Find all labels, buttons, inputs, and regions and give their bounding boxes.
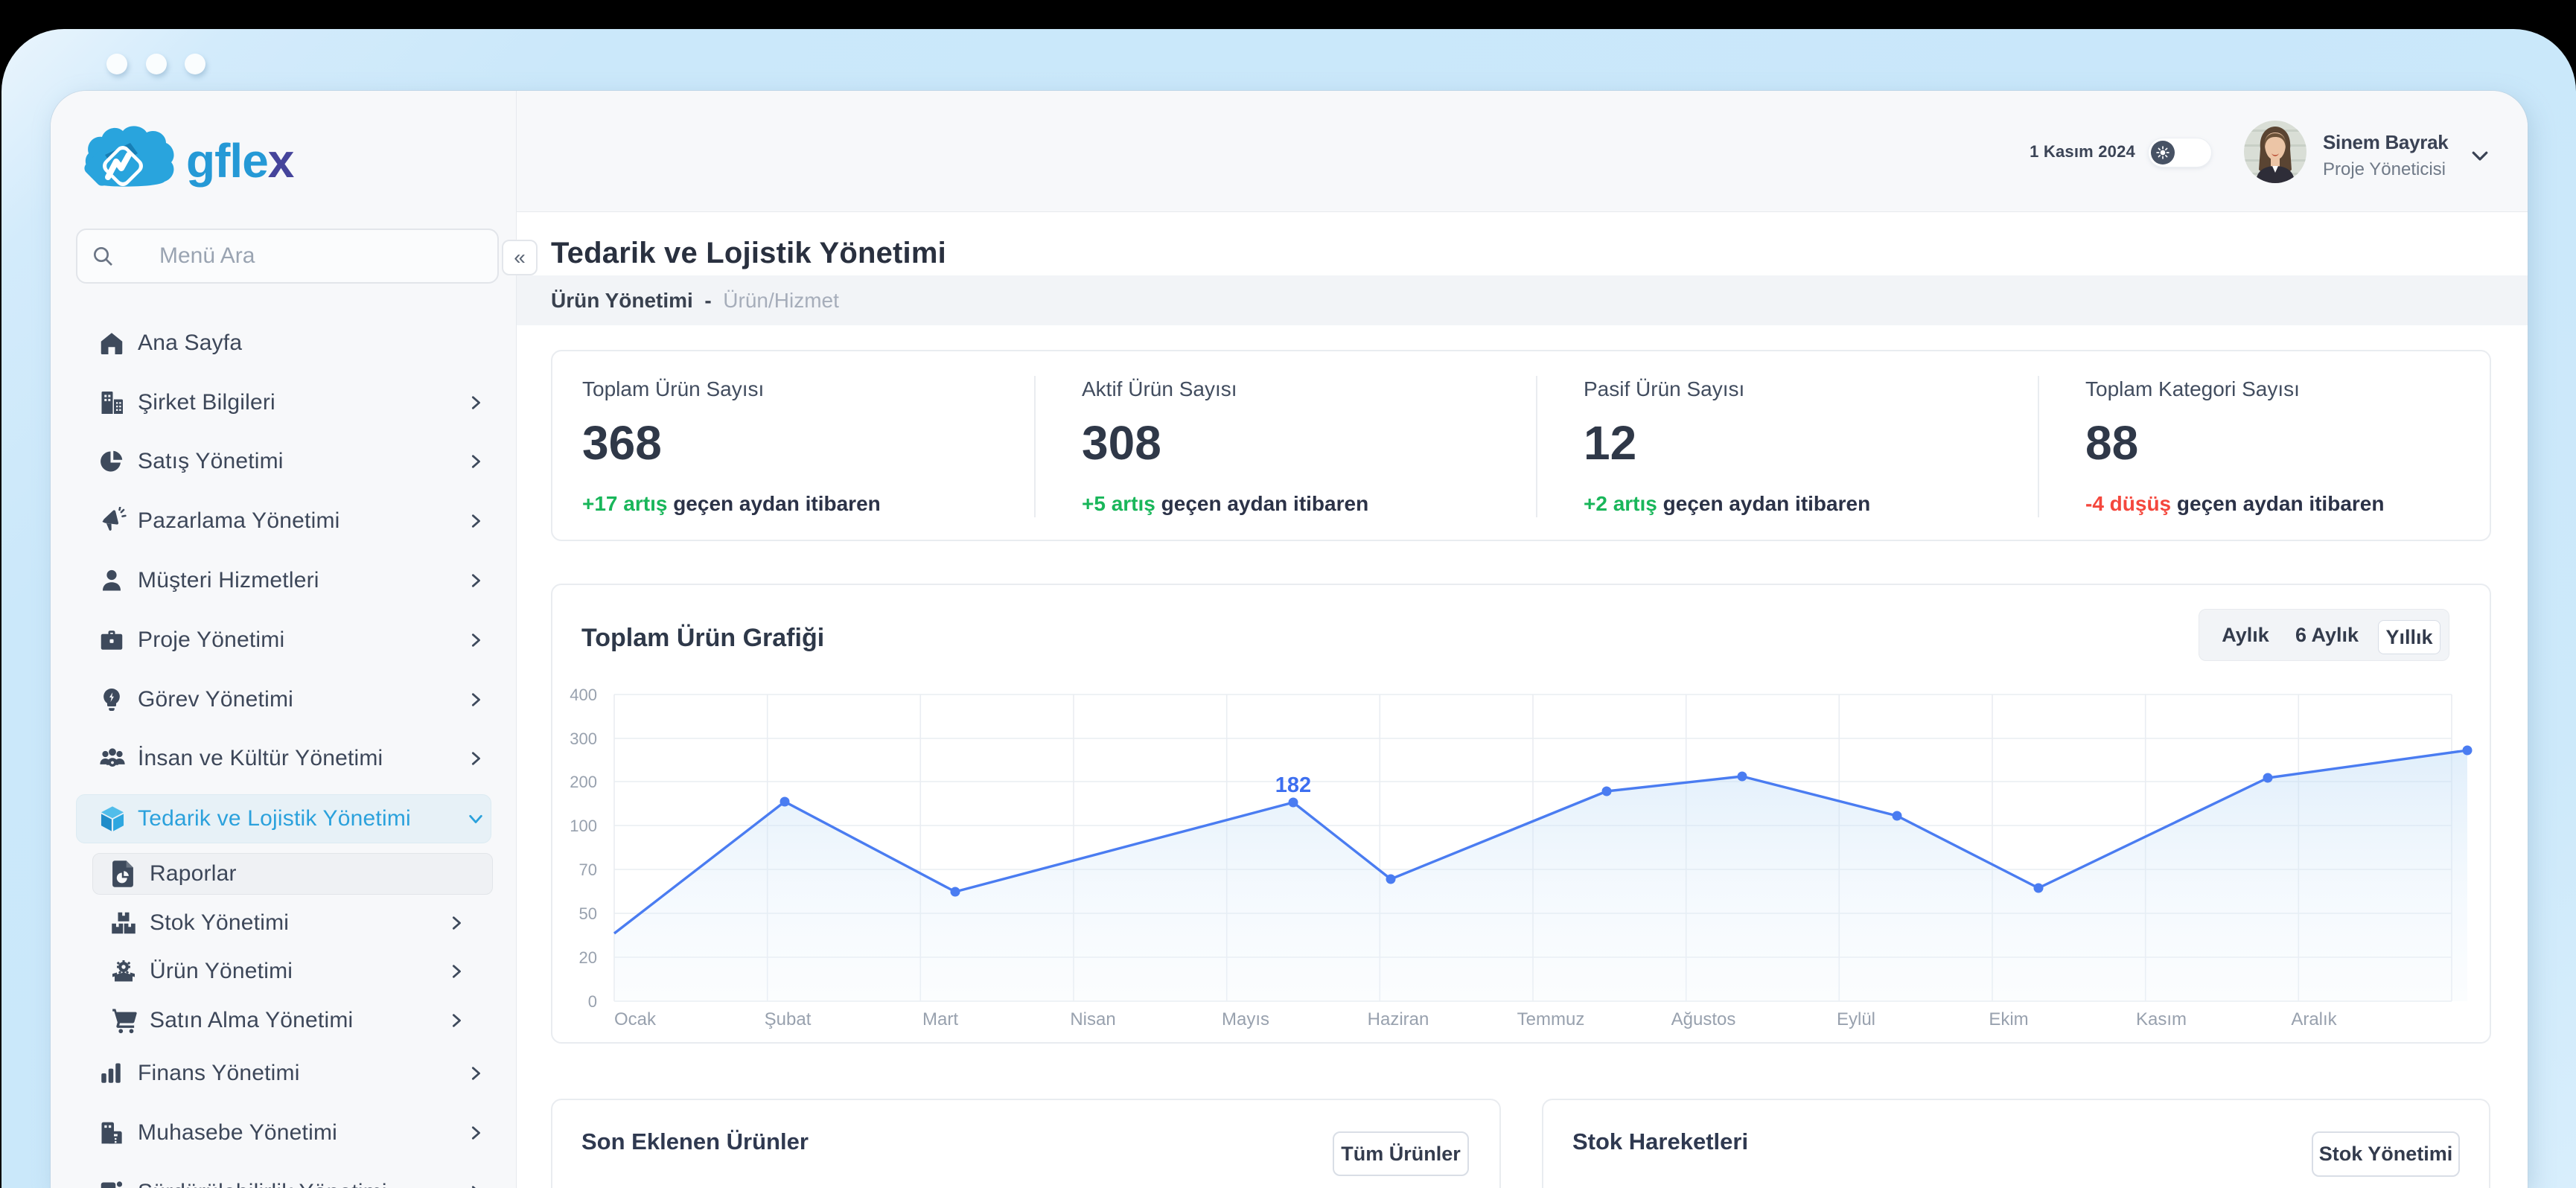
svg-text:20: 20 <box>579 948 597 967</box>
svg-text:Haziran: Haziran <box>1368 1009 1429 1029</box>
svg-text:Mart: Mart <box>922 1009 958 1029</box>
svg-text:100: 100 <box>570 817 597 835</box>
svg-text:50: 50 <box>579 904 597 923</box>
svg-text:300: 300 <box>570 729 597 748</box>
svg-text:Ekim: Ekim <box>1989 1009 2028 1029</box>
svg-text:0: 0 <box>588 992 597 1011</box>
svg-text:Temmuz: Temmuz <box>1517 1009 1585 1029</box>
svg-text:70: 70 <box>579 860 597 879</box>
svg-text:Ocak: Ocak <box>614 1009 657 1029</box>
svg-text:400: 400 <box>570 686 597 704</box>
svg-text:Şubat: Şubat <box>765 1009 812 1029</box>
svg-text:Ağustos: Ağustos <box>1671 1009 1736 1029</box>
svg-text:Eylül: Eylül <box>1837 1009 1875 1029</box>
svg-text:Kasım: Kasım <box>2136 1009 2187 1029</box>
svg-text:Aralık: Aralık <box>2291 1009 2337 1029</box>
svg-text:200: 200 <box>570 773 597 791</box>
svg-text:Nisan: Nisan <box>1070 1009 1115 1029</box>
svg-text:182: 182 <box>1275 773 1311 797</box>
svg-text:Mayıs: Mayıs <box>1222 1009 1269 1029</box>
